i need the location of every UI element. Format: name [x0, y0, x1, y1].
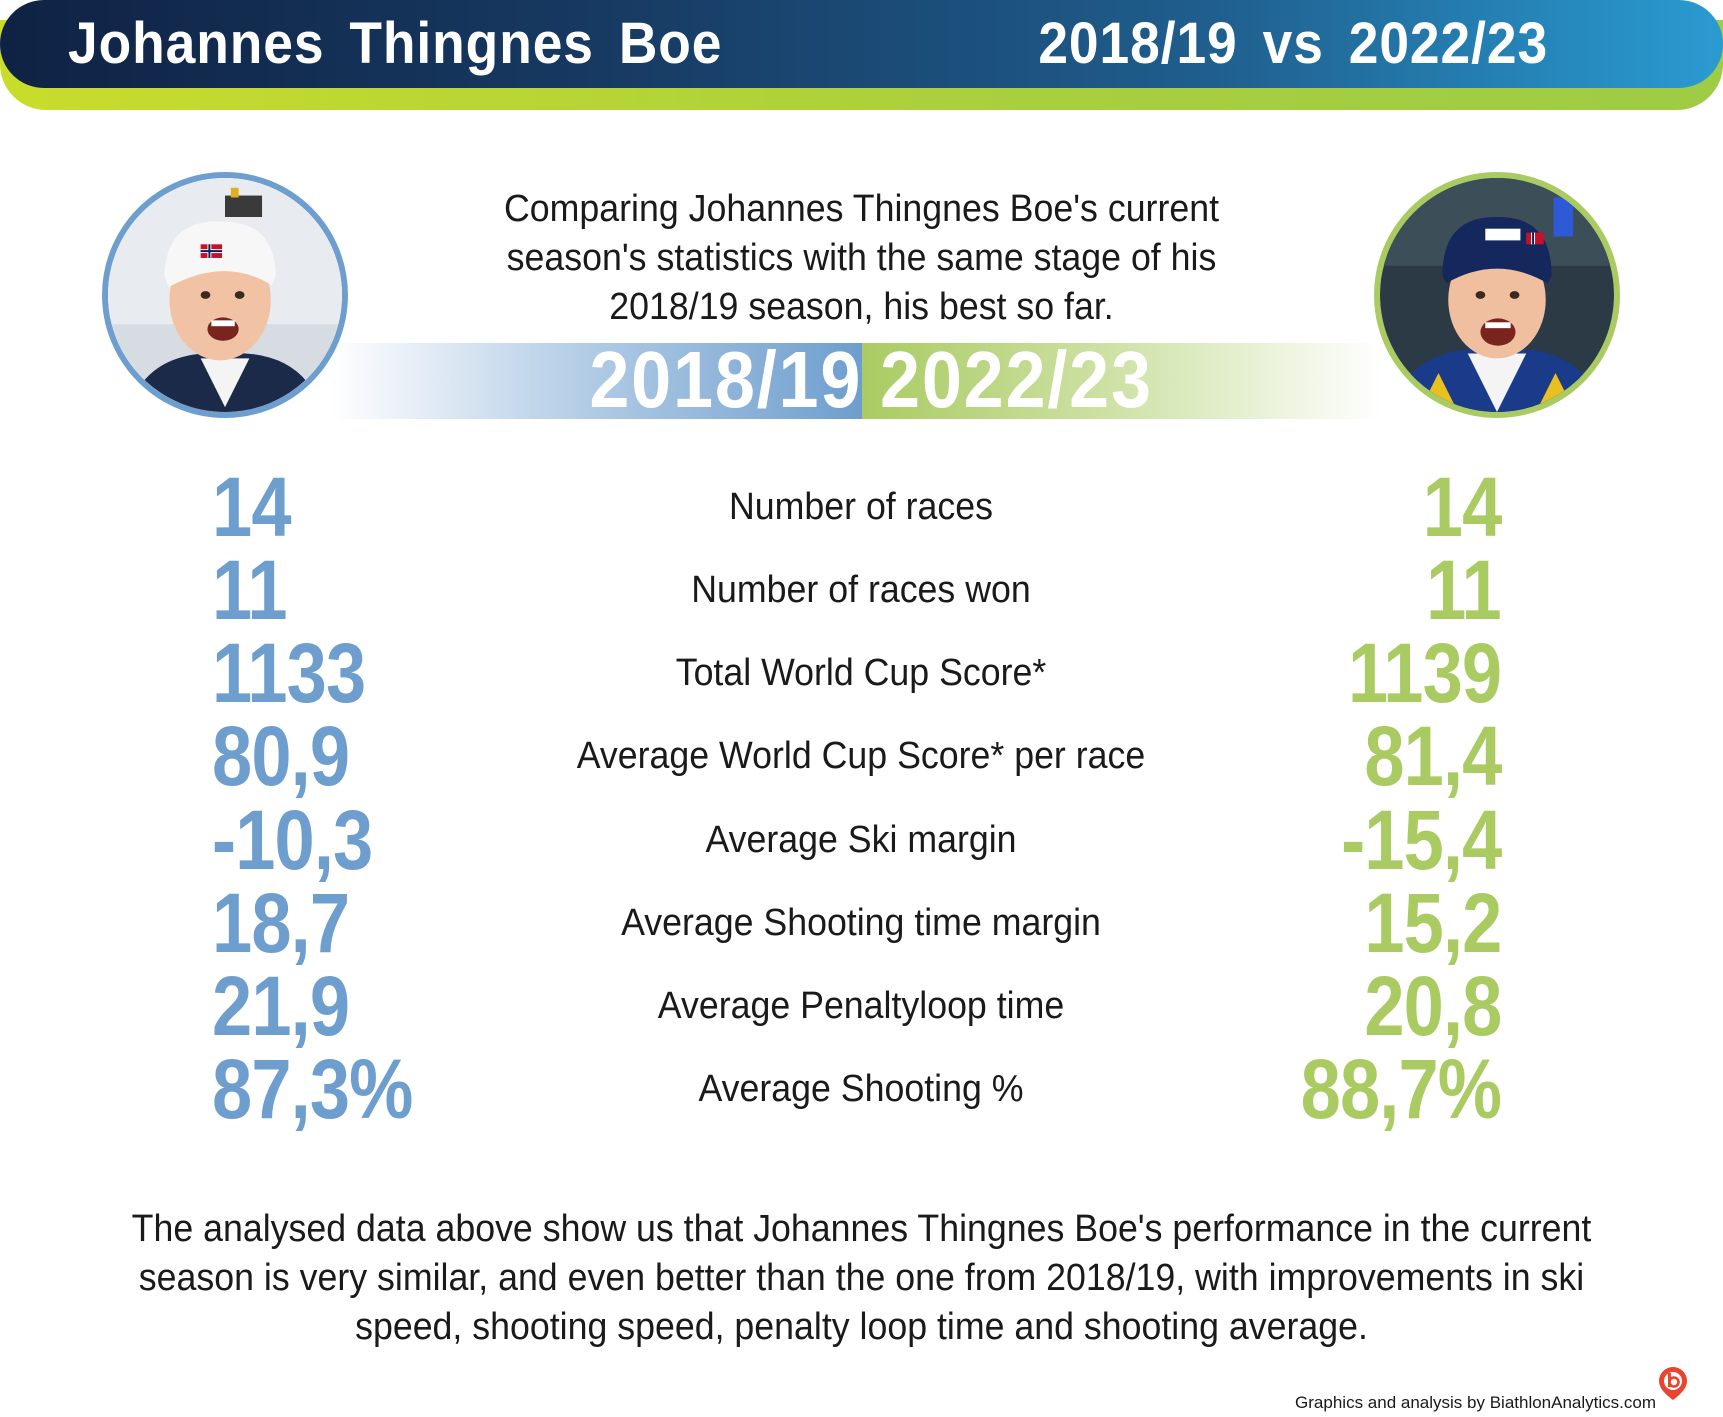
stat-row: 14 Number of races 14 — [0, 465, 1723, 549]
stat-value-2018: 87,3% — [212, 1042, 413, 1136]
season-label-left: 2018/19 — [589, 335, 862, 424]
stat-label: Number of races — [728, 486, 994, 528]
stat-label: Average Shooting % — [698, 1068, 1024, 1110]
athlete-2022-illustration — [1380, 178, 1614, 412]
stat-label: Number of races won — [691, 569, 1031, 611]
stat-value-2022: 14 — [1422, 460, 1502, 554]
athlete-photo-2018 — [102, 172, 348, 418]
stat-value-2018: 1133 — [212, 626, 366, 720]
season-strip-right — [862, 343, 1382, 419]
stat-value-2018: 14 — [212, 460, 292, 554]
conclusion-text: The analysed data above show us that Joh… — [131, 1208, 1592, 1348]
stat-label: Average World Cup Score* per race — [576, 735, 1146, 777]
athlete-photo-2022 — [1374, 172, 1620, 418]
biathlon-analytics-logo-icon — [1655, 1366, 1691, 1402]
season-label-right: 2022/23 — [880, 335, 1153, 424]
stat-value-2018: 11 — [212, 543, 288, 637]
stat-value-2018: 80,9 — [212, 709, 350, 803]
page-title: Johannes Thingnes Boe — [68, 11, 723, 76]
athlete-2018-illustration — [108, 178, 342, 412]
credit-text: Graphics and analysis by BiathlonAnalyti… — [1295, 1393, 1656, 1412]
intro-text: Comparing Johannes Thingnes Boe's curren… — [503, 188, 1220, 328]
stat-value-2022: 20,8 — [1363, 959, 1502, 1053]
stat-value-2022: 11 — [1426, 543, 1502, 637]
stat-row: 11 Number of races won 11 — [0, 548, 1723, 632]
stat-label: Average Ski margin — [705, 819, 1017, 861]
stat-label: Average Shooting time margin — [621, 902, 1101, 944]
stat-row: 87,3% Average Shooting % 88,7% — [0, 1047, 1723, 1131]
stat-row: 1133 Total World Cup Score* 1139 — [0, 631, 1723, 715]
stat-label: Average Penaltyloop time — [657, 985, 1065, 1027]
stat-row: 80,9 Average World Cup Score* per race 8… — [0, 714, 1723, 798]
stat-value-2022: 88,7% — [1300, 1042, 1501, 1136]
season-strip-left — [330, 343, 862, 419]
stat-value-2022: 15,2 — [1363, 876, 1502, 970]
stat-label: Total World Cup Score* — [675, 652, 1047, 694]
season-comparison-title: 2018/19 vs 2022/23 — [1038, 11, 1548, 76]
stat-value-2018: 18,7 — [212, 876, 350, 970]
stat-value-2022: 1139 — [1347, 626, 1502, 720]
stat-value-2018: 21,9 — [212, 959, 350, 1053]
stat-value-2018: -10,3 — [212, 793, 373, 887]
header-banner: Johannes Thingnes Boe 2018/19 vs 2022/23 — [0, 0, 1723, 112]
stat-row: 18,7 Average Shooting time margin 15,2 — [0, 881, 1723, 965]
stat-row: -10,3 Average Ski margin -15,4 — [0, 798, 1723, 882]
stat-row: 21,9 Average Penaltyloop time 20,8 — [0, 964, 1723, 1048]
stat-value-2022: 81,4 — [1363, 709, 1502, 803]
stat-value-2022: -15,4 — [1340, 793, 1502, 887]
header-bar — [0, 0, 1723, 88]
